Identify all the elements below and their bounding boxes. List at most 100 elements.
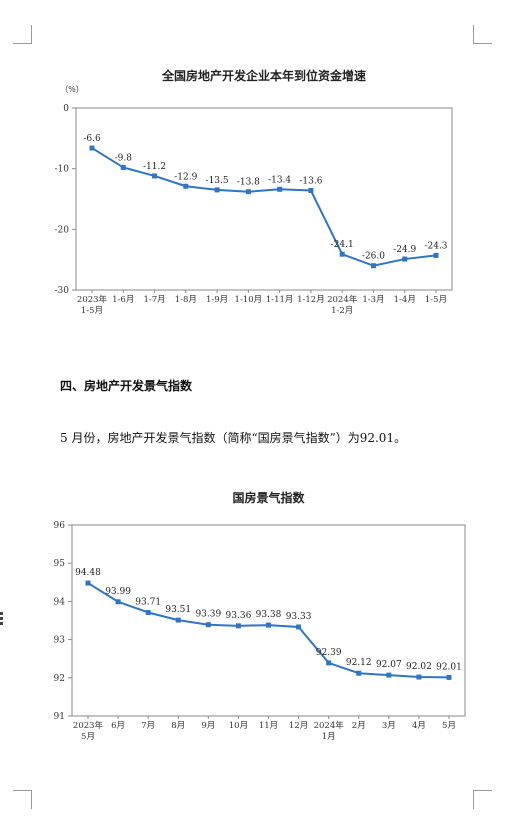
data-label: 93.36	[226, 611, 252, 621]
x-tick-label: 2023年	[77, 294, 108, 305]
x-tick-label: 1-7月	[143, 295, 165, 305]
data-point	[235, 623, 241, 629]
data-point	[308, 188, 314, 194]
data-point	[266, 622, 271, 628]
crop-mark-bottom-left	[13, 790, 32, 809]
data-label: 93.51	[165, 605, 191, 615]
data-label: 93.38	[256, 610, 282, 620]
funding-growth-chart: 全国房地产开发企业本年到位资金增速 （%） 0 -10 -20 -30 2023年 1-5月 1…	[0, 60, 509, 334]
data-label: 93.71	[135, 597, 161, 607]
y-tick-label: 91	[54, 712, 65, 722]
data-point	[433, 252, 439, 258]
y-tick-label: -20	[55, 225, 70, 235]
crop-mark-bottom-right	[473, 790, 492, 809]
data-label: 92.02	[406, 662, 432, 672]
climate-index-chart: 国房景气指数 96 95 94 93 92 91 2023年 5月 6月 7月 8月 9月 10月 11月 1…	[0, 485, 509, 759]
data-label: 93.33	[286, 612, 312, 622]
data-label: 92.01	[436, 662, 462, 672]
x-tick-label: 1-2月	[331, 306, 353, 316]
data-point	[120, 164, 126, 170]
x-tick-label: 1-10月	[235, 295, 263, 305]
data-point	[277, 186, 283, 192]
y-tick-label: 0	[63, 104, 69, 114]
data-point	[152, 173, 158, 179]
y-axis-unit-label: （%）	[60, 85, 84, 94]
y-tick-label: -30	[55, 286, 70, 296]
x-tick-label: 1-3月	[362, 295, 384, 305]
data-point	[85, 580, 91, 586]
data-point	[214, 187, 220, 193]
data-label: -12.9	[174, 172, 197, 182]
data-point	[89, 145, 95, 151]
chart-title: 全国房地产开发企业本年到位资金增速	[161, 68, 366, 83]
y-tick-label: 95	[54, 559, 66, 569]
data-label: -11.2	[143, 162, 166, 172]
data-point	[386, 672, 392, 678]
y-tick-label: 93	[54, 636, 66, 646]
y-tick-label: 92	[54, 674, 65, 684]
x-tick-label: 1-6月	[112, 295, 134, 305]
side-handle-icon[interactable]	[0, 612, 3, 627]
x-tick-label: 1-8月	[175, 295, 197, 305]
data-label: -9.8	[115, 153, 133, 163]
x-tick-label: 12月	[289, 721, 308, 731]
x-tick-label: 8月	[171, 721, 185, 731]
y-tick-label: 96	[54, 521, 66, 531]
data-point	[296, 624, 302, 630]
section-paragraph: 5 月份，房地产开发景气指数（简称“国房景气指数”）为92.01。	[60, 431, 407, 445]
data-point	[145, 609, 151, 615]
x-tick-label: 2024年	[314, 720, 345, 731]
x-tick-label: 6月	[111, 721, 125, 731]
funding-growth-chart-svg: 全国房地产开发企业本年到位资金增速（%）0-10-20-302023年1-5月1…	[55, 68, 453, 316]
x-tick-label: 2024年	[327, 294, 358, 305]
data-label: -6.6	[83, 134, 101, 144]
x-tick-label: 1-5月	[425, 295, 447, 305]
data-point	[326, 660, 332, 666]
data-point	[115, 599, 121, 605]
data-point	[370, 263, 376, 269]
x-tick-label: 5月	[81, 732, 95, 742]
data-label: 93.99	[105, 587, 131, 597]
data-label: 94.48	[75, 568, 101, 578]
data-label: -13.4	[268, 175, 291, 185]
x-tick-label: 1-12月	[297, 295, 325, 305]
y-tick-label: 94	[54, 597, 66, 607]
data-point	[245, 189, 251, 195]
x-tick-label: 2月	[352, 721, 366, 731]
data-label: 92.39	[316, 648, 342, 658]
x-tick-label: 11月	[259, 721, 278, 731]
section-heading: 四、房地产开发景气指数	[60, 379, 193, 393]
data-point	[183, 183, 189, 189]
data-point	[175, 617, 181, 623]
data-label: 93.39	[195, 610, 221, 620]
data-point	[356, 670, 362, 676]
x-tick-label: 7月	[141, 721, 155, 731]
data-label: 92.12	[346, 658, 372, 668]
data-label: -24.9	[393, 245, 416, 255]
x-tick-label: 10月	[229, 721, 248, 731]
series-line	[91, 147, 437, 267]
x-tick-label: 1月	[322, 732, 336, 742]
data-point	[339, 251, 345, 257]
x-tick-label: 9月	[201, 721, 215, 731]
x-tick-label: 2023年	[73, 720, 104, 731]
y-tick-label: -10	[55, 165, 70, 175]
x-tick-label: 3月	[382, 721, 396, 731]
x-tick-label: 1-4月	[394, 295, 416, 305]
crop-mark-top-right	[473, 25, 492, 44]
crop-mark-top-left	[13, 25, 32, 44]
data-point	[446, 674, 452, 680]
data-point	[205, 622, 211, 628]
data-label: -13.5	[206, 176, 229, 186]
x-tick-label: 5月	[442, 721, 456, 731]
plot-area-frame	[75, 107, 453, 291]
x-tick-label: 4月	[412, 721, 426, 731]
x-tick-label: 1-11月	[266, 295, 294, 305]
plot-area-frame	[71, 524, 466, 717]
x-tick-label: 1-5月	[81, 306, 103, 316]
data-point	[402, 256, 408, 262]
x-tick-label: 1-9月	[206, 295, 228, 305]
data-label: -24.3	[424, 241, 447, 251]
data-label: 92.07	[376, 660, 402, 670]
